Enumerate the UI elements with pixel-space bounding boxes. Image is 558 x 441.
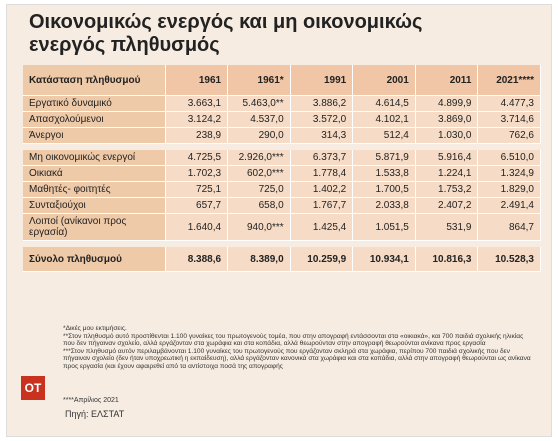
cell: 238,9 — [165, 127, 229, 144]
table-row: Άνεργοι 238,9 290,0 314,3 512,4 1.030,0 762,6 — [23, 127, 541, 144]
cell: 658,0 — [227, 197, 291, 214]
footnote: *Δικές μου εκτιμήσεις. — [63, 325, 127, 332]
card: Οικονομικώς ενεργός και μη οικονομικώς ε… — [6, 4, 552, 437]
cell: 1.030,0 — [415, 127, 479, 144]
table-row: Σύνολο πληθυσμού 8.388,6 8.389,0 10.259,9 10… — [23, 247, 541, 272]
cell: 1.829,0 — [477, 181, 541, 198]
cell: 531,9 — [415, 213, 479, 241]
date-note: ****Απρίλιος 2021 — [63, 397, 119, 404]
column-header: 1961* — [227, 65, 291, 96]
cell: 4.477,3 — [477, 95, 541, 112]
cell: 1.224,1 — [415, 165, 479, 182]
cell: 3.886,2 — [290, 95, 354, 112]
cell: 4.899,9 — [415, 95, 479, 112]
cell: 1.640,4 — [165, 213, 229, 241]
source: Πηγή: ΕΛΣΤΑΤ — [65, 409, 125, 419]
cell: 1.753,2 — [415, 181, 479, 198]
table-row: Μη οικονομικώς ενεργοί 4.725,5 2.926,0*** 6… — [23, 150, 541, 166]
cell: 1.767,7 — [290, 197, 354, 214]
cell: 725,1 — [165, 181, 229, 198]
cell: 1.700,5 — [352, 181, 416, 198]
cell: 4.725,5 — [165, 150, 229, 166]
row-label: Απασχολούμενοι — [23, 111, 166, 128]
cell: 2.491,4 — [477, 197, 541, 214]
cell: 6.373,7 — [290, 150, 354, 166]
cell: 1.702,3 — [165, 165, 229, 182]
header-row: Κατάσταση πληθυσμού 1961 1961* 1991 2001 2011… — [23, 65, 541, 96]
column-header: 2021**** — [477, 65, 541, 96]
cell: 1.425,4 — [290, 213, 354, 241]
row-label: Συνταξιούχοι — [23, 197, 166, 214]
table-row: Λοιποί (ανίκανοι προς εργασία) 1.640,4 940… — [23, 213, 541, 241]
cell: 1.324,9 — [477, 165, 541, 182]
table-row: Συνταξιούχοι 657,7 658,0 1.767,7 2.033,8 2.40… — [23, 197, 541, 214]
cell: 8.389,0 — [227, 247, 291, 272]
column-header: 1961 — [165, 65, 229, 96]
cell: 5.916,4 — [415, 150, 479, 166]
cell: 5.871,9 — [352, 150, 416, 166]
cell: 3.572,0 — [290, 111, 354, 128]
cell: 657,7 — [165, 197, 229, 214]
cell: 2.407,2 — [415, 197, 479, 214]
row-label: Λοιποί (ανίκανοι προς εργασία) — [23, 213, 166, 241]
table-row: Μαθητές- φοιτητές 725,1 725,0 1.402,2 1.700,… — [23, 181, 541, 198]
cell: 3.663,1 — [165, 95, 229, 112]
cell: 10.528,3 — [477, 247, 541, 272]
cell: 602,0*** — [227, 165, 291, 182]
footnote: **Στον πληθυσμό αυτό προστίθενται 1.100 … — [63, 332, 524, 348]
cell: 864,7 — [477, 213, 541, 241]
cell: 4.537,0 — [227, 111, 291, 128]
row-label: Μαθητές- φοιτητές — [23, 181, 166, 198]
cell: 3.124,2 — [165, 111, 229, 128]
cell: 6.510,0 — [477, 150, 541, 166]
footnotes: *Δικές μου εκτιμήσεις. **Στον πληθυσμό αυ… — [63, 325, 533, 371]
cell: 2.033,8 — [352, 197, 416, 214]
column-header: 1991 — [290, 65, 354, 96]
row-label: Εργατικό δυναμικό — [23, 95, 166, 112]
column-header: 2011 — [415, 65, 479, 96]
table-row: Εργατικό δυναμικό 3.663,1 5.463,0** 3.886,2… — [23, 95, 541, 112]
row-label: Μη οικονομικώς ενεργοί — [23, 150, 166, 166]
cell: 314,3 — [290, 127, 354, 144]
cell: 1.533,8 — [352, 165, 416, 182]
table-row: Απασχολούμενοι 3.124,2 4.537,0 3.572,0 4.102… — [23, 111, 541, 128]
column-header: 2001 — [352, 65, 416, 96]
row-label: Οικιακά — [23, 165, 166, 182]
cell: 1.778,4 — [290, 165, 354, 182]
cell: 290,0 — [227, 127, 291, 144]
cell: 8.388,6 — [165, 247, 229, 272]
table-body: Εργατικό δυναμικό 3.663,1 5.463,0** 3.886,2… — [23, 95, 541, 272]
cell: 5.463,0** — [227, 95, 291, 112]
cell: 762,6 — [477, 127, 541, 144]
cell: 4.614,5 — [352, 95, 416, 112]
title: Οικονομικώς ενεργός και μη οικονομικώς ε… — [29, 11, 423, 56]
cell: 10.259,9 — [290, 247, 354, 272]
cell: 1.051,5 — [352, 213, 416, 241]
row-label: Άνεργοι — [23, 127, 166, 144]
table-row: Οικιακά 1.702,3 602,0*** 1.778,4 1.533,8 1.22… — [23, 165, 541, 182]
column-header: Κατάσταση πληθυσμού — [23, 65, 166, 96]
cell: 4.102,1 — [352, 111, 416, 128]
data-table: Κατάσταση πληθυσμού 1961 1961* 1991 2001 2011… — [23, 65, 541, 272]
cell: 725,0 — [227, 181, 291, 198]
cell: 10.816,3 — [415, 247, 479, 272]
row-label: Σύνολο πληθυσμού — [23, 247, 166, 272]
cell: 3.869,0 — [415, 111, 479, 128]
cell: 2.926,0*** — [227, 150, 291, 166]
cell: 10.934,1 — [352, 247, 416, 272]
footnote: ***Στον πληθυσμό αυτόν περιλαμβάνονται 1… — [63, 347, 531, 370]
cell: 940,0*** — [227, 213, 291, 241]
logo: ΟΤ — [21, 376, 45, 400]
cell: 3.714,6 — [477, 111, 541, 128]
cell: 1.402,2 — [290, 181, 354, 198]
cell: 512,4 — [352, 127, 416, 144]
